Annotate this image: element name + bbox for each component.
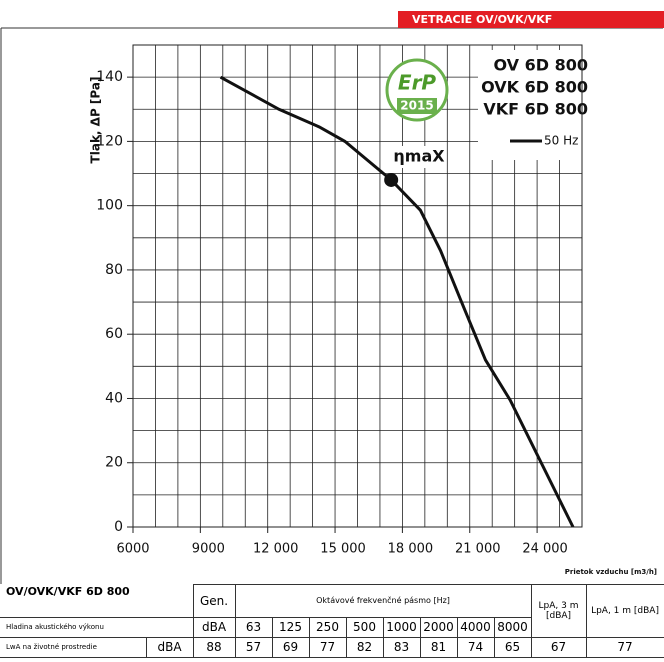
band-value: 69 bbox=[271, 636, 310, 658]
erp-year-bg bbox=[397, 98, 437, 114]
series-line bbox=[219, 75, 575, 528]
band: 500 bbox=[345, 616, 384, 638]
band-value: 83 bbox=[382, 636, 421, 658]
band-value: 57 bbox=[234, 636, 273, 658]
legend-label: 50 Hz bbox=[544, 134, 578, 148]
band: 63 bbox=[234, 616, 273, 638]
y-tick-label: 120 bbox=[96, 133, 123, 149]
band-value: 82 bbox=[345, 636, 384, 658]
lpa1-value: 77 bbox=[585, 636, 664, 658]
gen-value: 88 bbox=[192, 636, 236, 658]
banner-text: VETRACIE OV/OVK/VKF bbox=[412, 13, 552, 26]
band-header: Oktávové frekvenčné pásmo [Hz] bbox=[234, 584, 532, 618]
lpa3-value: 67 bbox=[530, 636, 587, 658]
band: 250 bbox=[308, 616, 347, 638]
plot-frame bbox=[132, 44, 583, 528]
x-tick-label: 21 000 bbox=[455, 542, 501, 557]
banner bbox=[398, 11, 664, 28]
gen-header: Gen. bbox=[192, 584, 236, 618]
x-axis-label: Prietok vzduchu [m3/h] bbox=[565, 568, 657, 576]
x-tick-label: 18 000 bbox=[388, 542, 434, 557]
band-value: 74 bbox=[456, 636, 495, 658]
x-tick-label: 12 000 bbox=[253, 542, 299, 557]
unit: dBA bbox=[192, 616, 236, 638]
erp-year: 2015 bbox=[400, 99, 433, 113]
unit: dBA bbox=[145, 636, 194, 658]
annotation-bg bbox=[393, 146, 445, 168]
chart: VETRACIE OV/OVK/VKF Tlak, ΔP [Pa] Prieto… bbox=[0, 11, 664, 584]
y-tick-label: 80 bbox=[105, 262, 123, 278]
table-title: OV/OVK/VKF 6D 800 bbox=[6, 584, 130, 598]
row-label: LwA na životné prostredie bbox=[0, 636, 147, 658]
band-value: 65 bbox=[493, 636, 532, 658]
row-label: Hladina akustického výkonu bbox=[0, 616, 193, 638]
y-tick-label: 60 bbox=[105, 326, 123, 342]
y-tick-label: 100 bbox=[96, 198, 123, 214]
x-tick-label: 15 000 bbox=[320, 542, 366, 557]
y-tick-label: 140 bbox=[96, 69, 123, 85]
band: 8000 bbox=[493, 616, 532, 638]
y-tick-label: 0 bbox=[114, 519, 123, 535]
lpa3-header: LpA, 3 m [dBA] bbox=[530, 584, 587, 638]
x-tick-label: 6000 bbox=[116, 542, 149, 557]
erp-text: ErP bbox=[398, 71, 437, 95]
y-tick-label: 20 bbox=[105, 455, 123, 471]
legend-model: OVK 6D 800 bbox=[481, 78, 588, 97]
legend-model: VKF 6D 800 bbox=[483, 100, 588, 119]
legend-model: OV 6D 800 bbox=[493, 56, 588, 75]
band: 2000 bbox=[419, 616, 458, 638]
lpa1-header: LpA, 1 m [dBA] bbox=[585, 584, 664, 638]
band: 1000 bbox=[382, 616, 421, 638]
band: 4000 bbox=[456, 616, 495, 638]
y-tick-label: 40 bbox=[105, 390, 123, 406]
annotation-text: ηmaX bbox=[393, 147, 445, 166]
annotation-marker bbox=[384, 172, 399, 187]
band-value: 77 bbox=[308, 636, 347, 658]
y-axis-label: Tlak, ΔP [Pa] bbox=[89, 77, 103, 164]
noise-table: OV/OVK/VKF 6D 800 Gen. Oktávové frekvenč… bbox=[0, 584, 664, 658]
x-tick-label: 9000 bbox=[192, 542, 225, 557]
x-tick-label: 24 000 bbox=[522, 542, 568, 557]
band-value: 81 bbox=[419, 636, 458, 658]
band: 125 bbox=[271, 616, 310, 638]
